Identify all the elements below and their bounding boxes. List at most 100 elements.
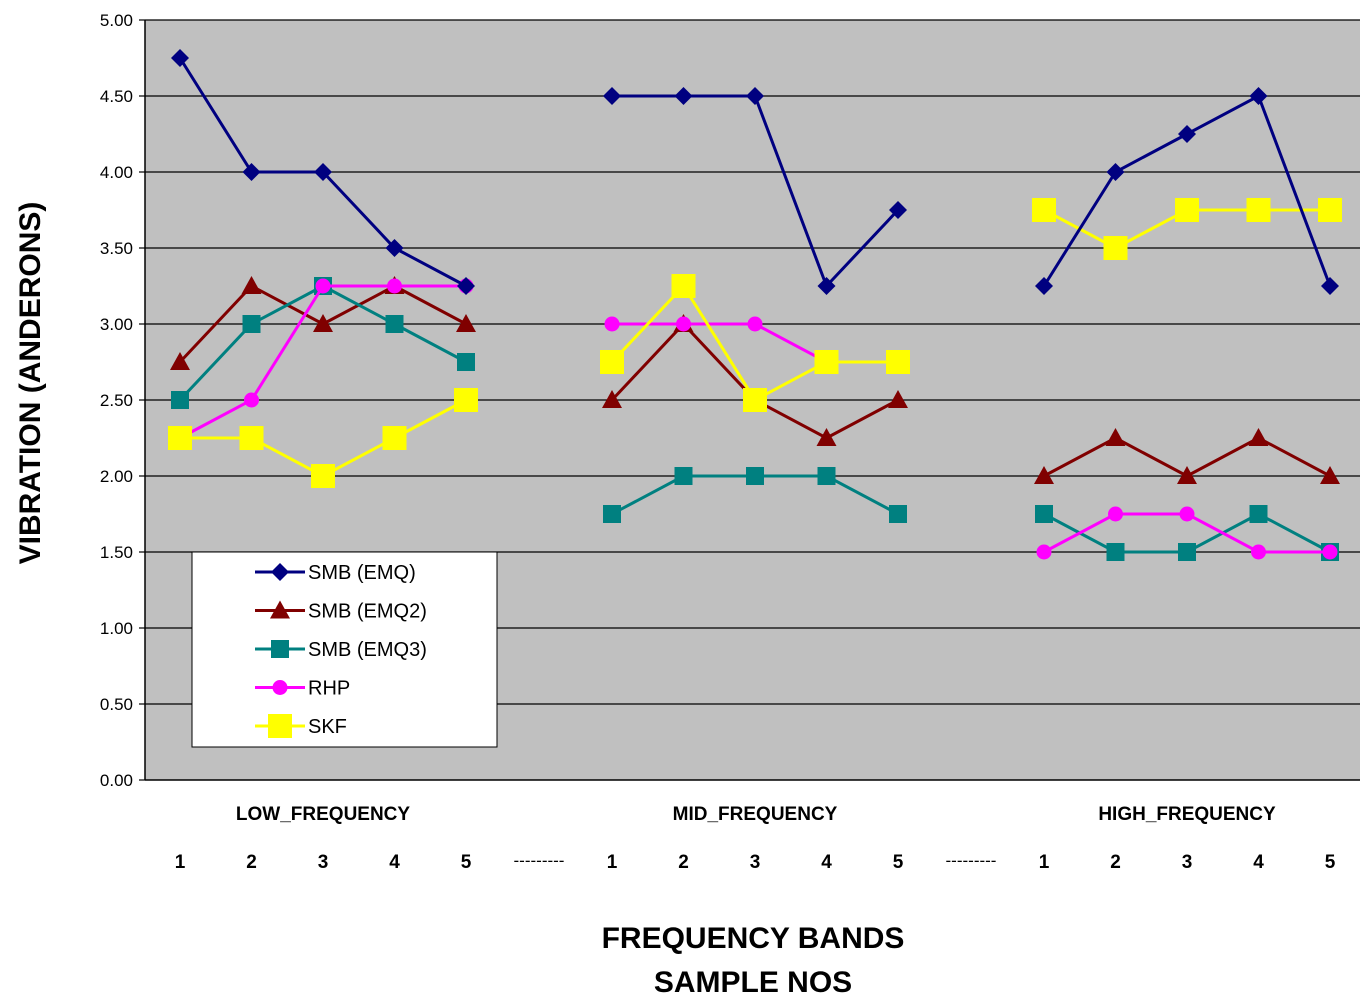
legend-item: SMB (EMQ3) (255, 639, 427, 661)
legend-swatch-marker (271, 563, 289, 581)
legend-swatch-marker (271, 640, 289, 658)
data-point (171, 391, 189, 409)
band-separator: --------- (946, 851, 997, 870)
x-tick-label: 5 (893, 852, 904, 873)
data-point (1106, 543, 1125, 561)
data-point (674, 87, 693, 105)
y-tick-label: 2.50 (100, 391, 133, 410)
data-point (676, 316, 691, 332)
data-point (387, 278, 402, 294)
data-point (1035, 277, 1053, 295)
data-point (244, 392, 259, 408)
x-tick-label: 2 (678, 852, 689, 873)
data-point (604, 316, 620, 332)
data-point (382, 426, 407, 450)
x-tick-label: 1 (607, 852, 618, 873)
legend-item: SMB (EMQ) (255, 562, 416, 584)
data-point (1035, 505, 1053, 523)
legend-label: SMB (EMQ3) (308, 639, 427, 661)
data-point (816, 428, 837, 446)
data-point (314, 163, 332, 181)
legend-item: RHP (255, 678, 350, 700)
data-point (1178, 125, 1196, 143)
data-point (603, 87, 621, 105)
x-tick-label: 4 (389, 852, 400, 873)
y-tick-label: 0.50 (100, 695, 133, 714)
x-axis-title-line-1: FREQUENCY BANDS (602, 922, 905, 955)
data-point (239, 426, 264, 450)
data-point (603, 505, 621, 523)
data-point (1034, 466, 1054, 484)
data-point (671, 274, 696, 298)
series-skf (168, 198, 1342, 488)
legend-swatch-marker (268, 714, 292, 738)
data-point (385, 315, 404, 333)
x-tick-label: 3 (750, 852, 761, 873)
series-layer (168, 49, 1342, 561)
category-labels: 1 2 3 4 5 1 2 3 4 5 1 2 3 4 5 --------- --------- (175, 851, 1336, 873)
y-tick-label: 4.50 (100, 87, 133, 106)
data-point (457, 353, 475, 371)
legend-box (191, 551, 498, 748)
data-point (746, 467, 764, 485)
data-point (242, 163, 261, 181)
data-point (1249, 505, 1268, 523)
x-tick-label: 4 (821, 852, 832, 873)
data-point (600, 350, 624, 374)
data-point (1108, 506, 1123, 522)
band-label: LOW_FREQUENCY (236, 804, 411, 825)
x-tick-label: 3 (1182, 852, 1193, 873)
data-point (602, 390, 622, 408)
data-point (1248, 428, 1269, 446)
data-point (746, 87, 764, 105)
data-point (888, 390, 908, 408)
y-tick-label: 4.00 (100, 163, 133, 182)
band-label: MID_FREQUENCY (673, 804, 838, 825)
data-point (457, 277, 475, 295)
band-label: HIGH_FREQUENCY (1098, 804, 1276, 825)
data-point (1105, 428, 1126, 446)
data-point (1036, 544, 1052, 560)
y-tick-label: 5.00 (100, 11, 133, 30)
data-point (311, 464, 335, 488)
x-tick-label: 1 (175, 852, 186, 873)
data-point (674, 467, 693, 485)
x-tick-label: 2 (246, 852, 257, 873)
data-point (889, 201, 907, 219)
data-point (454, 388, 478, 412)
y-tick-label: 1.00 (100, 619, 133, 638)
x-tick-label: 1 (1039, 852, 1050, 873)
data-point (1249, 87, 1268, 105)
data-point (1322, 544, 1338, 560)
legend-label: SKF (308, 716, 347, 738)
y-tick-label: 3.00 (100, 315, 133, 334)
data-point (456, 314, 476, 332)
legend-items: SMB (EMQ) SMB (EMQ2) SMB (EMQ3) RHP SKF (255, 562, 427, 738)
y-tick-label: 3.50 (100, 239, 133, 258)
data-point (1251, 544, 1266, 560)
data-point (171, 49, 189, 67)
x-axis-title-line-2: SAMPLE NOS (654, 966, 852, 995)
legend-item: SKF (255, 714, 347, 738)
data-point (817, 277, 836, 295)
data-point (886, 350, 910, 374)
legend-swatch-marker (270, 600, 290, 619)
data-point (242, 315, 261, 333)
x-tick-label: 4 (1253, 852, 1264, 873)
legend-label: SMB (EMQ) (308, 562, 416, 584)
data-point (814, 350, 839, 374)
data-point (1179, 506, 1195, 522)
x-tick-label: 5 (461, 852, 472, 873)
data-point (1178, 543, 1196, 561)
series-smb-emq (171, 49, 1339, 295)
data-point (747, 316, 763, 332)
y-tick-label: 0.00 (100, 771, 133, 790)
legend-swatch-marker (272, 680, 288, 695)
y-tick-label: 1.50 (100, 543, 133, 562)
legend-label: SMB (EMQ2) (308, 601, 427, 623)
data-point (170, 352, 190, 370)
x-tick-label: 2 (1110, 852, 1121, 873)
data-point (889, 505, 907, 523)
data-point (168, 426, 192, 450)
